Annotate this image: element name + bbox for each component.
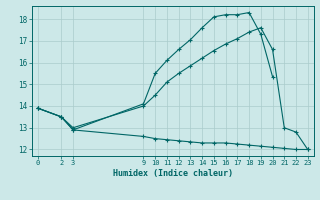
X-axis label: Humidex (Indice chaleur): Humidex (Indice chaleur) (113, 169, 233, 178)
